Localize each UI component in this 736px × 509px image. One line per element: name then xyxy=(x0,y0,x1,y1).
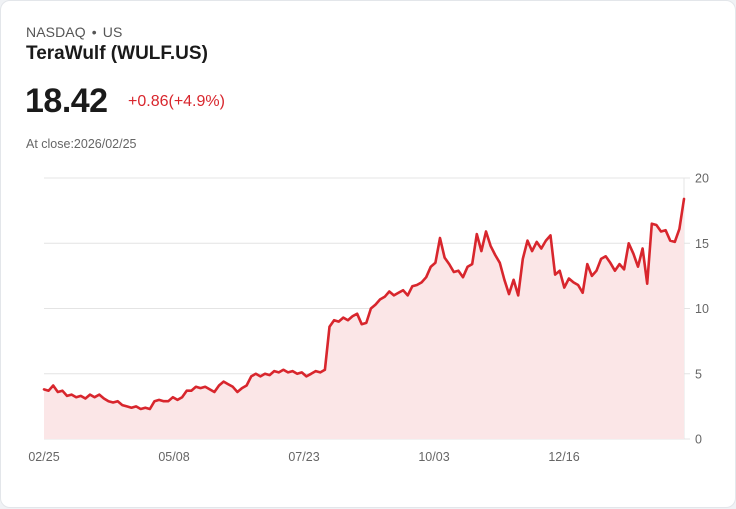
separator-dot: • xyxy=(91,24,97,40)
x-tick-label: 12/16 xyxy=(548,450,579,464)
current-price: 18.42 xyxy=(25,82,108,120)
y-axis-ticks: 0 5 10 15 20 xyxy=(695,172,709,447)
x-tick-label: 02/25 xyxy=(28,450,59,464)
y-tick-label: 0 xyxy=(695,433,702,447)
exchange-label: NASDAQ xyxy=(26,24,86,40)
y-tick-label: 10 xyxy=(695,302,709,316)
x-tick-label: 10/03 xyxy=(418,450,449,464)
y-tick-label: 20 xyxy=(695,172,709,186)
close-date: At close:2026/02/25 xyxy=(26,137,137,151)
price-line[interactable] xyxy=(42,197,686,411)
price-change: +0.86(+4.9%) xyxy=(128,93,225,110)
y-tick-label: 15 xyxy=(695,237,709,251)
x-tick-label: 05/08 xyxy=(158,450,189,464)
exchange-line: NASDAQ • US xyxy=(26,24,122,40)
region-label: US xyxy=(102,24,123,40)
y-tick-label: 5 xyxy=(695,367,702,381)
x-axis-ticks: 02/25 05/08 07/23 10/03 12/16 xyxy=(28,450,579,464)
x-tick-label: 07/23 xyxy=(288,450,319,464)
price-area-fill xyxy=(44,198,684,439)
stock-name: TeraWulf (WULF.US) xyxy=(26,43,208,64)
